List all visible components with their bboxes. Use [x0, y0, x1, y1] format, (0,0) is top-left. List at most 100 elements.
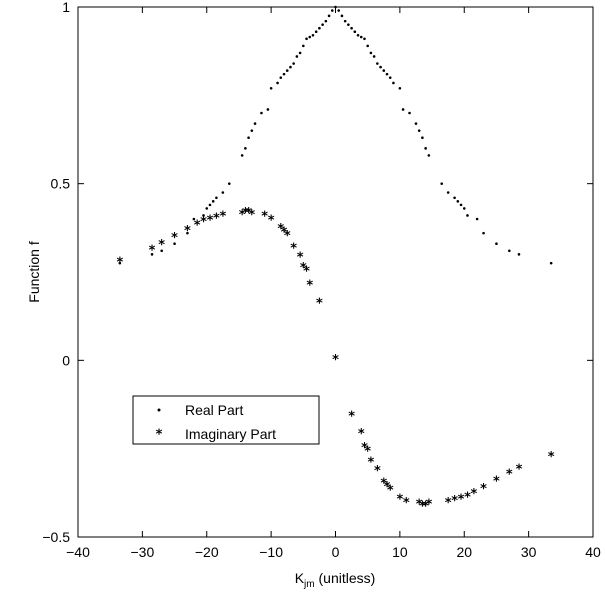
imaginary-part-point: * [290, 242, 297, 257]
y-tick-label: 1 [62, 0, 70, 15]
real-part-point [350, 26, 353, 30]
imaginary-part-point: * [332, 353, 339, 368]
x-tick-label: 20 [456, 544, 472, 560]
real-part-point [495, 242, 498, 246]
real-part-point [285, 69, 289, 72]
real-part-point [343, 19, 347, 23]
x-tick-label: 10 [392, 544, 408, 560]
tick-labels: −40 −30 −20 −10 0 10 20 30 40 −0.5 0 0.5 1 [42, 0, 601, 560]
y-tick-label: 0.5 [51, 176, 71, 192]
x-tick-label: 40 [585, 544, 601, 560]
real-part-series [118, 5, 553, 265]
real-part-point [305, 37, 308, 41]
real-part-point [388, 76, 392, 79]
real-part-point [462, 207, 466, 210]
imaginary-part-point: * [158, 238, 165, 253]
real-part-point [211, 200, 215, 203]
x-tick-label: 30 [521, 544, 537, 560]
y-tick-label: 0 [62, 352, 70, 368]
x-axis-label-suffix: (unitless) [315, 570, 376, 586]
real-part-point [363, 37, 366, 41]
real-part-point [508, 249, 511, 253]
real-part-point [359, 35, 363, 39]
x-tick-label: 0 [332, 544, 340, 560]
real-part-point [314, 30, 318, 34]
real-part-point [160, 249, 163, 253]
imaginary-part-point: * [194, 219, 201, 234]
real-part-point [392, 81, 395, 85]
real-part-point [215, 196, 218, 200]
imaginary-part-series: ** * * * * * * * * **** * ********************* * ***… [116, 206, 554, 514]
imaginary-part-point: * [396, 492, 403, 507]
imaginary-part-point: * [548, 450, 555, 465]
imaginary-part-point: * [416, 498, 423, 513]
ticks [77, 6, 594, 538]
real-part-point [385, 72, 389, 76]
real-part-point [192, 217, 196, 221]
real-part-point [482, 231, 485, 235]
imaginary-part-point: * [422, 499, 429, 514]
imaginary-part-point: * [149, 243, 156, 258]
real-part-point [379, 65, 382, 69]
imaginary-part-point: * [506, 468, 513, 483]
real-part-point [247, 136, 250, 140]
imaginary-part-point: * [277, 222, 284, 237]
plot-area [77, 6, 594, 538]
imaginary-part-point: * [451, 494, 458, 509]
imaginary-part-point: * [458, 492, 465, 507]
real-part-point [337, 9, 341, 12]
x-axis-label-main: K [295, 570, 305, 586]
real-part-point [276, 81, 279, 85]
legend-box [132, 395, 320, 445]
imaginary-part-point: * [358, 427, 365, 442]
y-tick-label: −0.5 [42, 529, 70, 545]
imaginary-part-point: * [471, 487, 478, 502]
real-part-point [173, 242, 176, 246]
real-part-point [311, 33, 315, 37]
real-part-point [456, 200, 460, 203]
real-part-point [321, 23, 324, 26]
real-part-point [466, 214, 469, 217]
real-part-point [347, 23, 350, 26]
real-part-point [421, 136, 424, 140]
imaginary-part-point: * [268, 213, 275, 228]
legend: Real Part * Imaginary Part [132, 395, 320, 445]
imaginary-part-point: * [368, 455, 375, 470]
real-part-point [427, 154, 431, 157]
real-part-point [266, 108, 270, 111]
imaginary-part-point: * [242, 206, 249, 221]
x-tick-label: −20 [195, 544, 219, 560]
real-part-point [318, 26, 321, 30]
imaginary-part-point: * [239, 208, 246, 223]
real-part-point [398, 86, 402, 90]
imaginary-part-point: * [493, 475, 500, 490]
imaginary-part-point: * [303, 265, 310, 280]
real-part-point [353, 30, 357, 34]
imaginary-part-point: * [213, 212, 220, 227]
imaginary-part-point: * [316, 296, 323, 311]
real-part-point [150, 253, 154, 256]
real-part-point [475, 217, 479, 221]
real-part-point [208, 203, 212, 207]
x-axis-label: Kjm (unitless) [295, 570, 376, 590]
real-part-point [408, 111, 411, 115]
real-part-point [327, 14, 331, 18]
imaginary-part-point: * [387, 484, 394, 499]
real-part-point [330, 9, 334, 12]
real-part-point [356, 33, 360, 37]
imaginary-part-point: * [361, 441, 368, 456]
real-part-point [308, 35, 312, 39]
real-part-point [269, 86, 273, 90]
imaginary-part-point: * [464, 491, 471, 506]
real-part-point [118, 261, 122, 265]
imaginary-part-point: * [300, 261, 307, 276]
imaginary-part-point: * [207, 213, 214, 228]
imaginary-part-point: * [516, 462, 523, 477]
imaginary-part-point: * [364, 445, 371, 460]
imaginary-part-point: * [219, 210, 226, 225]
real-part-point [221, 191, 225, 194]
real-part-point [440, 182, 444, 185]
imaginary-part-point: * [248, 208, 255, 223]
real-part-point [366, 44, 369, 48]
